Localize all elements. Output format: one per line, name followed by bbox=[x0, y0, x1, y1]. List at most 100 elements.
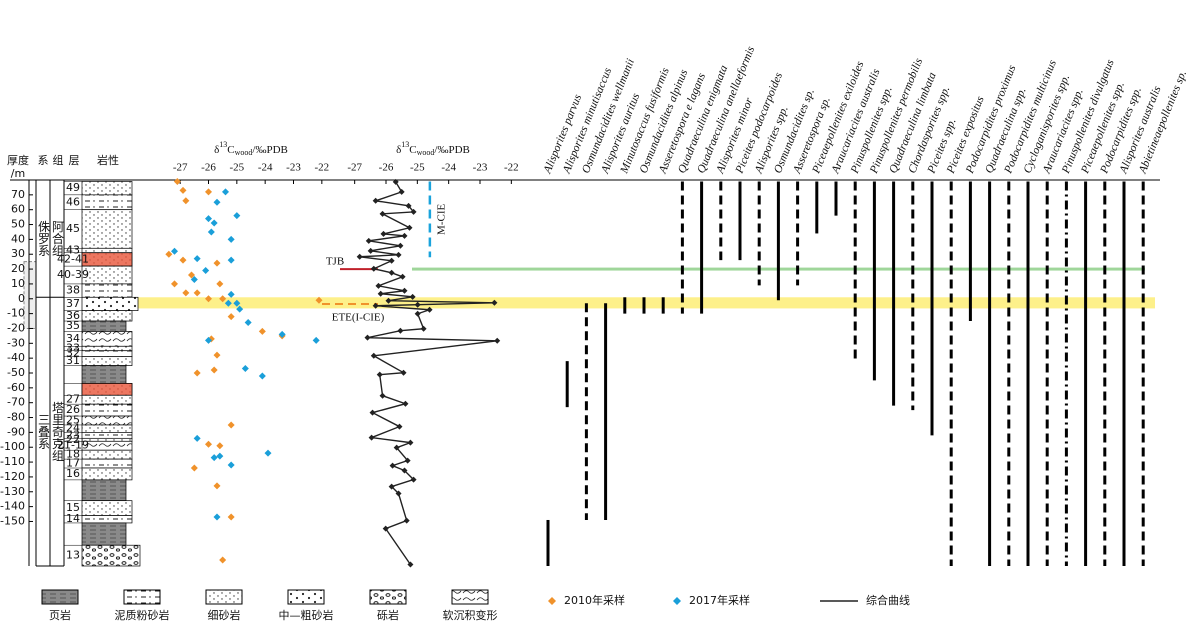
bed bbox=[81, 437, 133, 442]
data-point bbox=[385, 297, 392, 304]
data-point bbox=[278, 330, 286, 338]
data-point bbox=[367, 247, 374, 254]
legend-label: 2010年采样 bbox=[564, 593, 625, 607]
data-point bbox=[401, 232, 408, 239]
data-point bbox=[227, 513, 235, 521]
bed-color bbox=[81, 252, 133, 267]
title-part: C bbox=[227, 144, 234, 156]
data-point bbox=[379, 210, 386, 217]
bed-label: 34 bbox=[66, 332, 80, 345]
bed bbox=[81, 479, 127, 502]
data-point bbox=[356, 253, 363, 260]
bed bbox=[81, 356, 133, 366]
y-tick-label: -110 bbox=[0, 455, 25, 468]
bed-label: 22 bbox=[66, 433, 80, 446]
data-point bbox=[233, 212, 241, 220]
data-point bbox=[397, 327, 404, 334]
panel-title: δ13Cwood/‰PDB bbox=[396, 140, 470, 157]
data-point bbox=[400, 369, 407, 376]
legend-marker bbox=[548, 597, 556, 605]
data-point bbox=[365, 237, 372, 244]
data-point bbox=[227, 235, 235, 243]
data-point bbox=[407, 561, 414, 568]
data-point bbox=[207, 228, 215, 236]
y-tick-label: -60 bbox=[7, 381, 25, 394]
data-point bbox=[409, 293, 416, 300]
y-tick-label: -90 bbox=[7, 425, 25, 438]
data-point bbox=[171, 247, 178, 255]
y-tick-label: -130 bbox=[0, 485, 25, 498]
data-point bbox=[388, 269, 395, 276]
data-point bbox=[205, 440, 212, 448]
data-point bbox=[182, 197, 190, 205]
y-tick-label: 70 bbox=[11, 188, 25, 201]
y-tick-label: -70 bbox=[7, 396, 25, 409]
data-point bbox=[364, 334, 371, 341]
data-point bbox=[414, 301, 421, 308]
data-point bbox=[233, 299, 241, 307]
bed-label: 15 bbox=[66, 501, 80, 514]
bed-label: 42-41 bbox=[57, 252, 89, 265]
bed bbox=[81, 283, 133, 298]
x-tick-label: -27 bbox=[347, 162, 362, 174]
data-point bbox=[213, 351, 221, 359]
bed bbox=[81, 181, 133, 196]
y-tick-label: -20 bbox=[7, 321, 25, 334]
x-tick-label: -24 bbox=[258, 162, 273, 174]
data-point bbox=[193, 369, 201, 377]
bed bbox=[81, 424, 133, 433]
data-point bbox=[258, 372, 266, 380]
legend-swatch bbox=[205, 589, 243, 605]
bed-label: 31 bbox=[66, 354, 80, 367]
data-point bbox=[224, 299, 232, 307]
y-tick-label: 0 bbox=[18, 292, 25, 305]
title-part: /‰PDB bbox=[434, 144, 469, 156]
bed bbox=[81, 320, 127, 332]
bed bbox=[81, 440, 133, 451]
data-point bbox=[388, 483, 395, 490]
y-tick-label: -120 bbox=[0, 470, 25, 483]
data-point bbox=[222, 188, 229, 196]
data-point bbox=[382, 525, 389, 532]
bed-label: 36 bbox=[66, 309, 80, 322]
bed bbox=[81, 365, 127, 384]
y-tick-label: -80 bbox=[7, 411, 25, 424]
bed bbox=[81, 194, 133, 211]
data-point bbox=[205, 215, 212, 223]
y-tick-label: -10 bbox=[7, 307, 25, 320]
data-point bbox=[375, 282, 382, 289]
bed bbox=[81, 296, 139, 311]
x-tick-label: -22 bbox=[314, 162, 329, 174]
bed-label: 33 bbox=[66, 342, 80, 355]
bed bbox=[81, 403, 133, 417]
data-point bbox=[395, 251, 402, 258]
data-point bbox=[213, 259, 221, 267]
bed bbox=[81, 432, 133, 439]
panel-title: δ13Cwood/‰PDB bbox=[214, 140, 288, 157]
bed-label: 21-19 bbox=[57, 439, 89, 452]
legend-label: 2017年采样 bbox=[689, 593, 750, 607]
y-tick-label: 10 bbox=[11, 277, 25, 290]
data-point bbox=[205, 295, 212, 303]
header-formation: 组 bbox=[53, 153, 64, 167]
title-part: δ bbox=[214, 144, 219, 156]
data-point bbox=[205, 336, 212, 344]
bed-label: 13 bbox=[66, 549, 80, 562]
data-point bbox=[491, 299, 498, 306]
legend-swatch bbox=[41, 589, 79, 605]
data-point bbox=[410, 476, 417, 483]
data-point bbox=[395, 490, 402, 497]
bed-color bbox=[81, 383, 133, 396]
annotation-label: TJB bbox=[326, 256, 344, 268]
data-point bbox=[219, 556, 227, 564]
data-point bbox=[402, 400, 409, 407]
legend-label: 细砂岩 bbox=[208, 608, 241, 622]
data-point bbox=[202, 267, 210, 275]
legend-swatch bbox=[369, 589, 407, 605]
y-tick-label: -140 bbox=[0, 500, 25, 513]
data-point bbox=[213, 482, 221, 490]
data-point bbox=[372, 197, 379, 204]
uncertain-boundary bbox=[23, 261, 37, 329]
y-tick-label: -30 bbox=[7, 336, 25, 349]
data-point bbox=[216, 442, 224, 450]
